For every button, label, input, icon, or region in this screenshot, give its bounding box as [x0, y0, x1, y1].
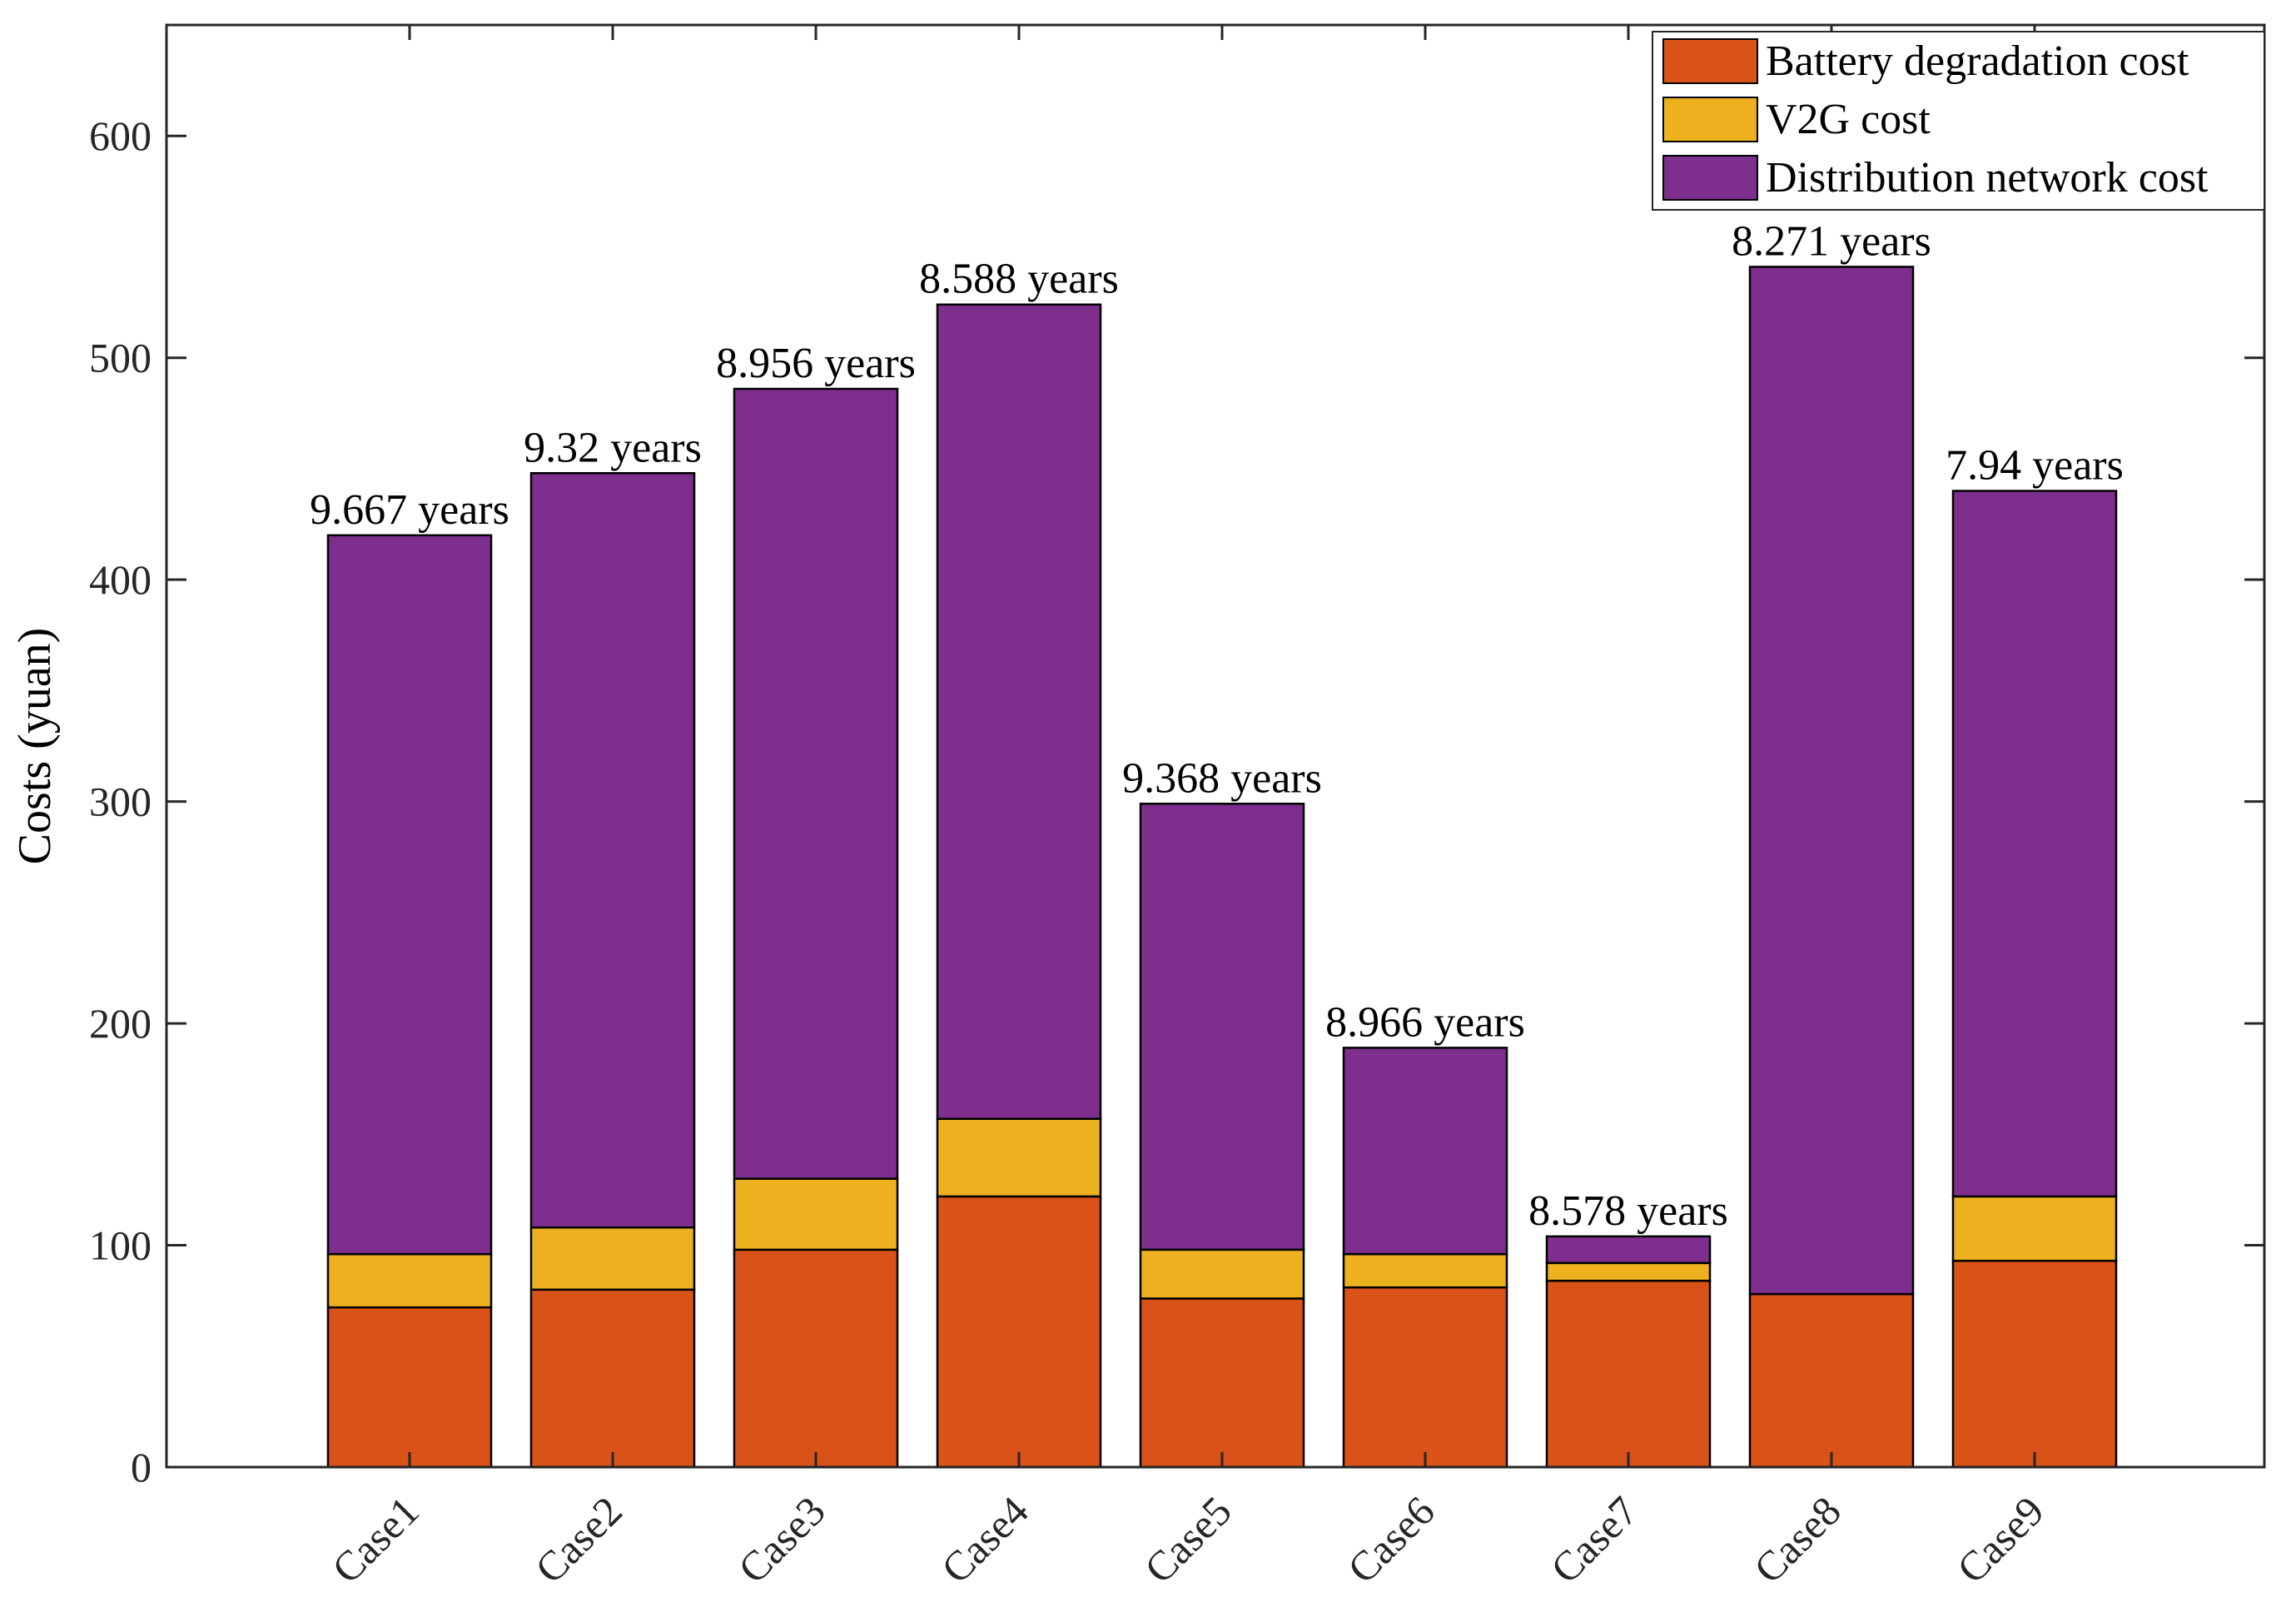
bar-v2g-cost-case1: [326, 1252, 493, 1309]
bar-distribution-network-cost-case9: [1951, 490, 2118, 1198]
y-tick-label-600: 600: [89, 112, 152, 159]
bar-battery-degradation-cost-case4: [936, 1195, 1102, 1469]
bar-annotation-case9: 7.94 years: [1946, 442, 2124, 490]
bar-distribution-network-cost-case7: [1545, 1235, 1712, 1265]
legend-label-v2g-cost: V2G cost: [1766, 96, 1931, 143]
bar-v2g-cost-case4: [936, 1117, 1102, 1198]
legend-swatch-battery-degradation-cost: [1662, 38, 1758, 84]
bar-battery-degradation-cost-case8: [1748, 1292, 1915, 1469]
y-tick-label-0: 0: [131, 1444, 152, 1490]
bar-annotation-case7: 8.578 years: [1528, 1187, 1728, 1235]
bars-layer: [326, 266, 2118, 1469]
plot-area-frame: [165, 23, 2266, 1469]
y-tick-label-300: 300: [89, 779, 152, 825]
bar-distribution-network-cost-case1: [326, 534, 493, 1256]
y-axis-title: Costs (yuan): [9, 628, 61, 865]
bar-v2g-cost-case6: [1342, 1252, 1508, 1289]
bar-battery-degradation-cost-case3: [733, 1248, 899, 1469]
bar-distribution-network-cost-case8: [1748, 266, 1915, 1296]
bar-annotation-case1: 9.667 years: [310, 486, 509, 534]
y-axis: 0 100 200 300 400 500 600: [89, 112, 2264, 1490]
legend-swatch-distribution-network-cost: [1662, 155, 1758, 201]
y-tick-label-200: 200: [89, 1000, 152, 1047]
legend-label-distribution-network-cost: Distribution network cost: [1766, 154, 2209, 202]
bar-distribution-network-cost-case2: [529, 472, 696, 1229]
bar-battery-degradation-cost-case9: [1951, 1259, 2118, 1469]
bar-distribution-network-cost-case6: [1342, 1047, 1508, 1256]
bar-battery-degradation-cost-case6: [1342, 1286, 1508, 1469]
bar-v2g-cost-case9: [1951, 1195, 2118, 1262]
bar-annotation-case3: 8.956 years: [716, 340, 916, 387]
legend-swatch-v2g-cost: [1662, 97, 1758, 142]
bar-distribution-network-cost-case4: [936, 303, 1102, 1120]
bar-battery-degradation-cost-case5: [1139, 1297, 1305, 1469]
bar-v2g-cost-case3: [733, 1177, 899, 1251]
bar-v2g-cost-case2: [529, 1226, 696, 1291]
legend: Battery degradation cost V2G cost Distri…: [1652, 31, 2265, 211]
legend-label-battery-degradation-cost: Battery degradation cost: [1766, 37, 2189, 85]
bar-battery-degradation-cost-case2: [529, 1288, 696, 1469]
bar-v2g-cost-case7: [1545, 1261, 1712, 1282]
bar-battery-degradation-cost-case7: [1545, 1279, 1712, 1469]
y-tick-label-400: 400: [89, 556, 152, 603]
y-tick-label-500: 500: [89, 335, 152, 381]
bar-annotation-case4: 8.588 years: [919, 256, 1119, 303]
bar-distribution-network-cost-case5: [1139, 803, 1305, 1251]
bar-distribution-network-cost-case3: [733, 387, 899, 1180]
bar-annotation-case5: 9.368 years: [1122, 754, 1322, 802]
bar-annotation-case6: 8.966 years: [1325, 998, 1525, 1046]
y-tick-label-100: 100: [89, 1222, 152, 1269]
bar-v2g-cost-case5: [1139, 1248, 1305, 1300]
bar-annotation-case2: 9.32 years: [524, 424, 702, 471]
bar-battery-degradation-cost-case1: [326, 1306, 493, 1469]
bar-annotation-case8: 8.271 years: [1732, 217, 1931, 265]
